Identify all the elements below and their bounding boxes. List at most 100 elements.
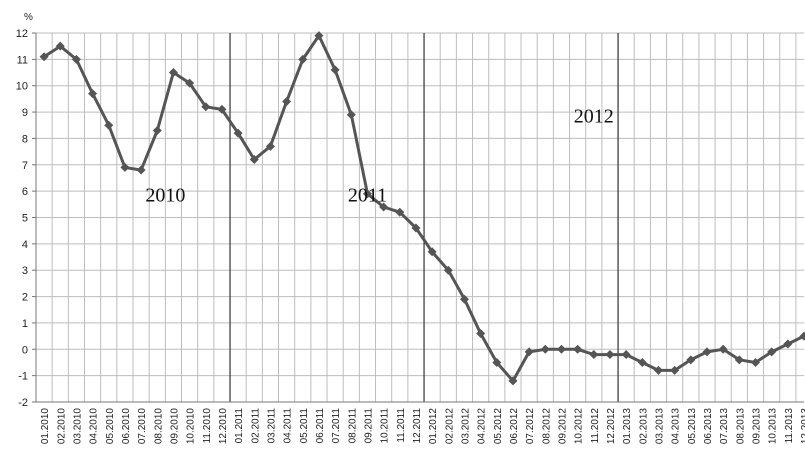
x-tick-label: 07.2013	[719, 408, 730, 445]
x-tick-label: 04.2010	[89, 408, 100, 445]
data-point-marker	[71, 54, 81, 64]
data-point-marker	[686, 355, 696, 365]
data-point-marker	[152, 126, 162, 136]
data-point-marker	[573, 344, 583, 354]
data-point-marker	[330, 65, 340, 75]
data-point-marker	[767, 347, 777, 357]
data-point-marker	[168, 68, 178, 78]
x-tick-label: 11.2010	[202, 408, 213, 444]
data-point-marker	[201, 102, 211, 112]
data-point-marker	[120, 162, 130, 172]
x-tick-label: 02.2013	[638, 408, 649, 445]
year-labels: 2010201120122013	[145, 106, 614, 207]
data-point-marker	[314, 31, 324, 41]
y-tick-label: 0	[22, 344, 28, 356]
data-point-marker	[362, 189, 372, 199]
x-tick-label: 10.2010	[186, 408, 197, 445]
year-dividers	[229, 33, 619, 402]
data-point-marker	[411, 223, 421, 233]
x-tick-label: 01.2010	[40, 408, 51, 445]
data-point-marker	[379, 202, 389, 212]
data-point-marker	[637, 357, 647, 367]
data-point-marker	[136, 165, 146, 175]
data-point-marker	[718, 344, 728, 354]
data-point-marker	[298, 54, 308, 64]
data-point-marker	[783, 339, 793, 349]
data-point-marker	[556, 344, 566, 354]
data-point-marker	[427, 247, 437, 257]
data-point-marker	[653, 365, 663, 375]
data-point-marker	[750, 357, 760, 367]
x-tick-label: 08.2013	[735, 408, 746, 445]
series-markers	[39, 31, 805, 386]
data-point-marker	[282, 97, 292, 107]
x-tick-label: 05.2013	[687, 408, 698, 445]
data-point-marker	[395, 207, 405, 217]
y-tick-label: 11	[17, 54, 28, 66]
x-tick-label: 09.2013	[751, 408, 762, 445]
data-point-marker	[233, 128, 243, 138]
x-tick-label: 07.2010	[137, 408, 148, 445]
x-tick-label: 09.2012	[557, 408, 568, 445]
data-point-marker	[702, 347, 712, 357]
x-tick-label: 11.2012	[590, 408, 601, 444]
x-tick-label: 10.2013	[768, 408, 779, 445]
data-point-marker	[346, 110, 356, 120]
x-tick-label: 08.2011	[347, 408, 358, 444]
y-tick-label: 5	[22, 213, 28, 225]
data-point-marker	[605, 350, 615, 360]
y-tick-label: -2	[18, 397, 28, 409]
x-tick-label: 08.2012	[541, 408, 552, 445]
y-tick-label: 8	[22, 133, 28, 145]
x-tick-label: 09.2011	[363, 408, 374, 444]
x-tick-label: 02.2010	[56, 408, 67, 445]
x-tick-label: 07.2011	[331, 408, 342, 444]
data-point-marker	[104, 120, 114, 130]
x-tick-label: 01.2013	[622, 408, 633, 445]
data-point-marker	[524, 347, 534, 357]
x-tick-label: 08.2010	[153, 408, 164, 445]
data-point-marker	[799, 331, 805, 341]
x-tick-label: 07.2012	[525, 408, 536, 445]
x-tick-label: 03.2011	[266, 408, 277, 444]
data-point-marker	[443, 265, 453, 275]
data-point-marker	[589, 350, 599, 360]
y-tick-label: 9	[22, 107, 28, 119]
x-tick-label: 05.2010	[105, 408, 116, 445]
x-tick-label: 06.2011	[315, 408, 326, 444]
year-label: 2012	[574, 106, 614, 128]
y-unit-label: %	[24, 12, 33, 23]
y-tick-label: 12	[16, 28, 28, 40]
data-point-marker	[249, 155, 259, 165]
data-point-marker	[508, 376, 518, 386]
x-tick-label: 03.2013	[654, 408, 665, 445]
x-tick-label: 12.2011	[412, 408, 423, 444]
data-point-marker	[217, 104, 227, 114]
x-tick-label: 04.2013	[671, 408, 682, 445]
y-tick-label: 2	[22, 292, 28, 304]
x-tick-label: 11.2013	[784, 408, 795, 444]
data-point-marker	[540, 344, 550, 354]
year-label: 2010	[145, 185, 185, 207]
year-label: 2011	[348, 185, 387, 207]
y-tick-label: -1	[18, 371, 28, 383]
data-point-marker	[265, 141, 275, 151]
data-point-marker	[670, 365, 680, 375]
x-tick-label: 09.2010	[169, 408, 180, 445]
x-tick-label: 10.2011	[380, 408, 391, 444]
y-tick-label: 10	[16, 81, 28, 93]
data-point-marker	[459, 294, 469, 304]
x-tick-label: 11.2011	[396, 408, 407, 443]
y-tick-label: 1	[22, 318, 28, 330]
x-tick-label: 10.2012	[574, 408, 585, 445]
x-tick-label: 02.2011	[250, 408, 261, 444]
x-tick-label: 05.2011	[299, 408, 310, 444]
x-tick-label: 03.2012	[460, 408, 471, 445]
data-point-marker	[492, 357, 502, 367]
data-point-marker	[55, 41, 65, 51]
data-point-marker	[734, 355, 744, 365]
y-tick-label: 7	[22, 160, 28, 172]
